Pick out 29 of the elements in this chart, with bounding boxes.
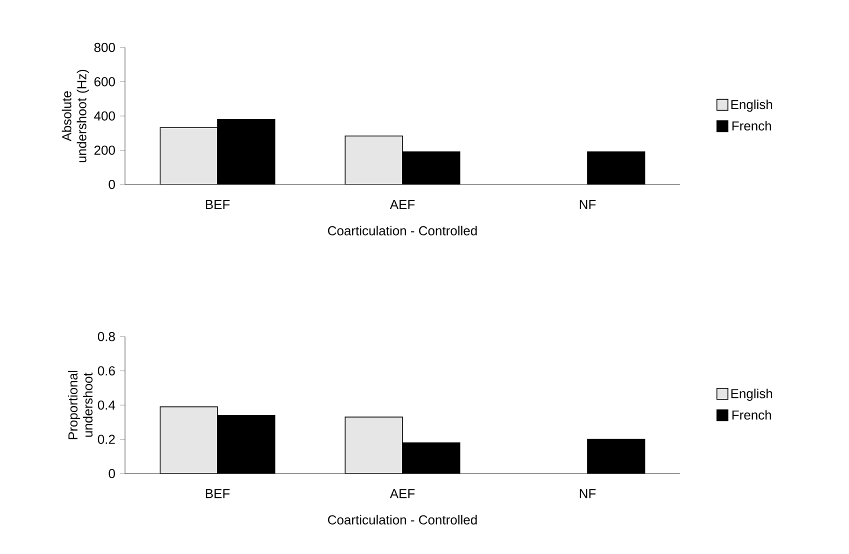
- x-axis-title: Coarticulation - Controlled: [328, 226, 477, 236]
- y-axis-title: Absolute undershoot (Hz): [62, 70, 89, 162]
- y-tick-label: 0: [108, 180, 115, 190]
- legend-label: French: [732, 120, 771, 131]
- y-tick-label: 0.8: [98, 332, 115, 342]
- bar: [587, 438, 646, 474]
- legend-label: French: [732, 410, 771, 420]
- x-tick-label: NF: [580, 200, 596, 209]
- x-axis-title: Coarticulation - Controlled: [328, 514, 477, 524]
- bar: [160, 127, 218, 184]
- legend-label: English: [731, 388, 772, 401]
- x-tick-label: BEF: [206, 489, 230, 498]
- y-tick-label: 0.6: [98, 366, 115, 376]
- bar: [344, 136, 403, 184]
- y-tick-label: 0.2: [98, 434, 115, 444]
- legend-label: English: [731, 100, 772, 112]
- y-tick-label: 200: [94, 146, 115, 155]
- y-tick-label: 400: [94, 111, 115, 121]
- x-tick-label: AEF: [390, 489, 415, 498]
- y-tick-label: 0.4: [98, 400, 116, 410]
- bar: [344, 416, 403, 474]
- y-tick-label: 800: [94, 42, 115, 52]
- y-tick-label: 0: [108, 468, 115, 478]
- x-tick-label: NF: [580, 489, 596, 498]
- x-tick-label: BEF: [206, 200, 230, 209]
- y-tick-label: 600: [94, 77, 115, 86]
- y-axis-title: Proportional undershoot: [68, 370, 93, 440]
- bar: [160, 406, 218, 474]
- x-tick-label: AEF: [390, 200, 415, 209]
